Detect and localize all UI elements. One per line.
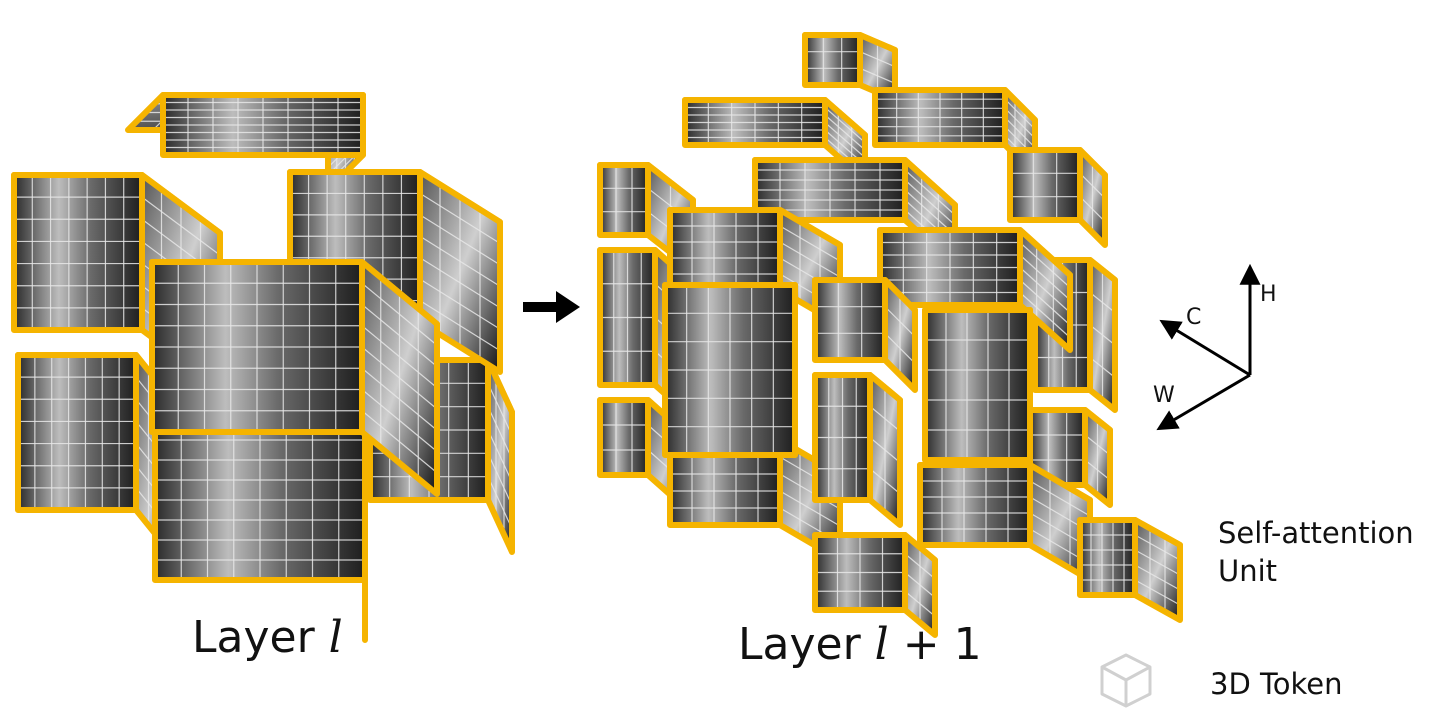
layer-l1-var: l [874,619,889,670]
cube-front-face [670,210,780,290]
cube-front-face [925,310,1030,460]
axis-c-arrow [1159,319,1251,377]
layer-l-label: Layer l [192,612,343,663]
layer-l1-suffix: + 1 [888,619,982,670]
transition-arrow [523,291,580,323]
cube-front-face [670,440,780,525]
layer-l-prefix: Layer [192,612,329,663]
unit-l-bottom-front [152,417,368,643]
legend-self-attention-unit-icon [1077,517,1183,623]
cube-front-face [805,35,860,85]
axis-triad [1156,263,1261,431]
unit-l1-bottom-right [917,462,1093,583]
unit-l1-right-top [1007,147,1108,248]
unit-l1-top-centre [752,157,958,268]
axis-w-arrow [1156,373,1251,431]
legend-token-label: 3D Token [1210,667,1343,701]
cube-front-face [600,400,648,475]
unit-l1-centre-column [812,372,903,528]
token-icon [1100,653,1152,708]
cube-front-face [14,175,142,330]
cube-front-face [1010,150,1080,220]
legend-self-attention-line1: Self-attention [1218,516,1414,550]
legend-unit-cube [1077,517,1183,623]
layer-l-var: l [328,612,343,663]
cube-front-face [920,465,1030,545]
unit-l1-centre-right [922,307,1033,463]
layer-l1-prefix: Layer [738,619,875,670]
legend-self-attention-line2: Unit [1218,554,1278,588]
cube-side-face [1135,520,1180,620]
unit-l1-centre-left [662,282,798,458]
cube-front-face [18,355,136,510]
axis-h-label: H [1260,282,1277,307]
cube-front-face [1080,520,1135,595]
unit-l-top-back [125,92,366,193]
layer-l1-units [597,32,1118,638]
cube-front-face [600,165,648,235]
layer-l1-label: Layer l + 1 [738,619,982,670]
unit-l-top-front [149,259,440,497]
unit-l1-bottom-front [812,532,938,638]
legend-self-attention-label: Self-attention Unit [1218,514,1414,590]
cube-front-face [815,280,885,360]
axis-c-label: C [1186,305,1202,330]
unit-l1-centre-cube [812,277,918,393]
layer-l-units [11,92,515,643]
cube-front-face [1030,410,1085,485]
unit-l1-top-back-right [872,87,1038,178]
unit-l1-top-back-left [682,97,868,183]
axis-w-label: W [1153,383,1175,408]
